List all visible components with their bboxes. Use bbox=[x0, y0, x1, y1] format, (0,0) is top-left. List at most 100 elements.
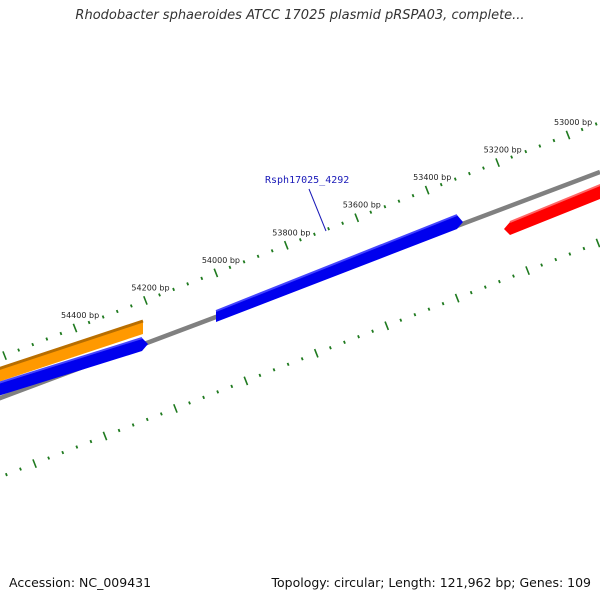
scale-tick-inner bbox=[525, 266, 530, 276]
scale-tick-inner bbox=[89, 439, 93, 444]
scale-tick-inner bbox=[582, 246, 586, 251]
scale-tick-inner bbox=[61, 450, 65, 455]
accession-text: Accession: NC_009431 bbox=[9, 575, 152, 590]
scale-tick-inner bbox=[399, 318, 403, 322]
scale-tick-outer bbox=[552, 138, 556, 143]
scale-tick-inner bbox=[300, 357, 304, 361]
scale-labels: 53000 bp 53200 bp 53400 bp 53600 bp 53800 bp… bbox=[61, 118, 592, 320]
scale-tick-inner bbox=[145, 417, 149, 422]
gene-red[interactable] bbox=[504, 183, 600, 235]
scale-ticks-inner bbox=[5, 238, 600, 477]
scale-tick-inner bbox=[286, 362, 290, 367]
scale-tick-inner bbox=[427, 307, 431, 311]
scale-tick-outer bbox=[482, 166, 485, 170]
scale-tick-outer bbox=[2, 351, 7, 361]
gene-orange[interactable] bbox=[0, 319, 144, 383]
scale-tick-inner bbox=[540, 263, 544, 267]
scale-tick-inner bbox=[32, 459, 37, 469]
scale-tick-outer bbox=[59, 331, 63, 336]
scale-tick-inner bbox=[5, 472, 8, 477]
scale-tick-inner bbox=[188, 401, 191, 405]
scale-tick-outer bbox=[424, 185, 430, 195]
scale-tick-inner bbox=[313, 348, 319, 358]
scale-tick-inner bbox=[454, 293, 460, 303]
scale-tick-inner bbox=[413, 312, 417, 317]
scale-tick-outer bbox=[327, 227, 330, 231]
scale-tick-inner bbox=[258, 373, 262, 378]
scale-tick-outer bbox=[115, 309, 119, 314]
gene-label-leader bbox=[308, 188, 327, 232]
scale-tick-outer bbox=[45, 337, 49, 341]
scale-tick-outer bbox=[495, 158, 500, 168]
scale-tick-outer bbox=[186, 282, 190, 286]
scale-tick-outer bbox=[383, 204, 387, 209]
scale-tick-outer bbox=[298, 238, 302, 242]
scale-tick-outer bbox=[594, 122, 598, 126]
scale-tick-inner bbox=[216, 390, 220, 394]
scale-tick-inner bbox=[243, 376, 249, 386]
scale-tick-inner bbox=[512, 274, 515, 278]
scale-tick-outer bbox=[411, 193, 415, 198]
scale-tick-inner bbox=[102, 431, 108, 441]
scale-tick-outer bbox=[129, 304, 133, 308]
scale-tick-inner bbox=[202, 395, 205, 400]
scale-tick-outer bbox=[200, 276, 204, 281]
scale-tick-inner bbox=[131, 423, 135, 427]
scale-tick-outer bbox=[341, 221, 345, 225]
scale-tick-outer bbox=[453, 177, 457, 181]
scale-tick-inner bbox=[595, 238, 600, 248]
scale-tick-inner bbox=[483, 285, 487, 289]
scale-tick-inner bbox=[357, 335, 360, 339]
scale-tick-outer bbox=[101, 315, 105, 319]
scale-tick-outer bbox=[72, 323, 78, 333]
scale-tick-outer bbox=[270, 249, 274, 253]
scale-ticks-outer bbox=[2, 122, 598, 361]
scale-tick-outer bbox=[242, 260, 246, 264]
scale-tick-outer bbox=[439, 182, 443, 187]
scale-tick-outer bbox=[510, 155, 514, 159]
scale-tick-outer bbox=[538, 144, 542, 148]
scale-tick-outer bbox=[31, 342, 35, 347]
scale-tick-outer bbox=[17, 348, 21, 352]
scale-label-53600: 53600 bp bbox=[343, 201, 381, 210]
scale-tick-inner bbox=[117, 428, 121, 433]
scale-tick-outer bbox=[228, 265, 232, 270]
scale-tick-inner bbox=[272, 368, 276, 372]
scale-tick-outer bbox=[283, 240, 289, 250]
map-title: Rhodobacter sphaeroides ATCC 17025 plasm… bbox=[75, 8, 525, 23]
topology-stats-text: Topology: circular; Length: 121,962 bp; … bbox=[271, 575, 592, 590]
scale-tick-inner bbox=[173, 403, 178, 413]
scale-tick-outer bbox=[354, 213, 360, 223]
scale-tick-outer bbox=[213, 268, 219, 278]
scale-tick-outer bbox=[143, 295, 148, 305]
scale-tick-inner bbox=[19, 467, 22, 471]
scale-tick-inner bbox=[328, 346, 332, 350]
scale-tick-inner bbox=[343, 340, 346, 344]
scale-tick-inner bbox=[441, 301, 445, 306]
scale-tick-inner bbox=[159, 412, 163, 416]
scale-label-53800: 53800 bp bbox=[272, 228, 310, 237]
scale-tick-inner bbox=[469, 290, 473, 295]
gene-blue-upper[interactable] bbox=[215, 214, 463, 322]
scale-label-53400: 53400 bp bbox=[413, 173, 451, 182]
gene-label-rsph17025-4292[interactable]: Rsph17025_4292 bbox=[265, 175, 349, 186]
gene-blue-lower[interactable] bbox=[0, 337, 148, 397]
scale-tick-outer bbox=[524, 149, 528, 154]
scale-tick-inner bbox=[75, 445, 79, 449]
scale-tick-inner bbox=[230, 384, 234, 389]
scale-tick-inner bbox=[554, 257, 558, 262]
scale-tick-outer bbox=[369, 210, 373, 214]
scale-tick-inner bbox=[47, 456, 51, 460]
scale-tick-outer bbox=[256, 254, 260, 259]
scale-tick-outer bbox=[313, 232, 316, 236]
scale-tick-inner bbox=[384, 321, 390, 331]
scale-label-53200: 53200 bp bbox=[484, 146, 522, 155]
scale-tick-outer bbox=[158, 293, 161, 297]
scale-tick-inner bbox=[568, 252, 572, 256]
scale-label-54400: 54400 bp bbox=[61, 311, 99, 320]
scale-tick-inner bbox=[498, 279, 501, 284]
scale-label-54200: 54200 bp bbox=[131, 283, 169, 292]
scale-label-53000: 53000 bp bbox=[554, 118, 592, 127]
scale-label-54000: 54000 bp bbox=[202, 256, 240, 265]
